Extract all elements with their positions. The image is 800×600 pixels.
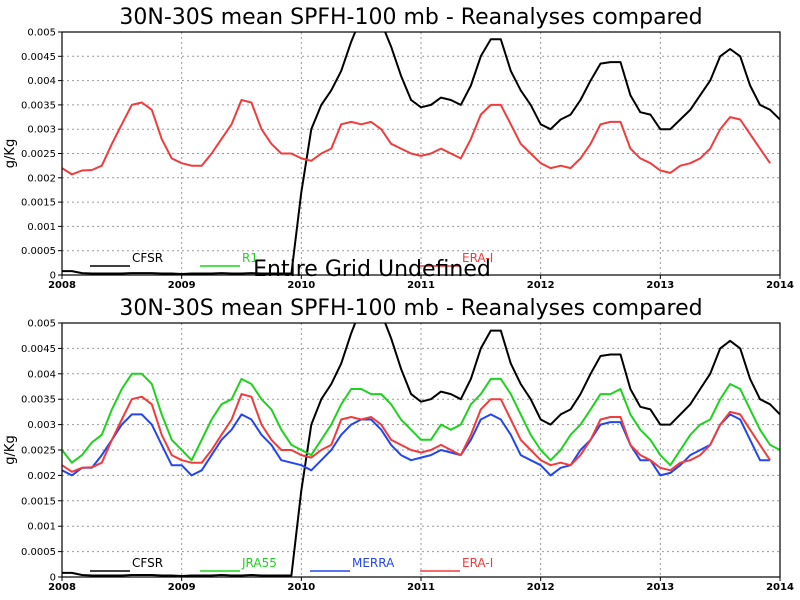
y-tick-label: 0.005	[27, 319, 56, 330]
y-tick-label: 0.0045	[21, 344, 56, 355]
chart-title: 30N-30S mean SPFH-100 mb - Reanalyses co…	[119, 5, 702, 30]
y-tick-label: 0.004	[27, 369, 56, 380]
chart-panel-bottom: 30N-30S mean SPFH-100 mb - Reanalyses co…	[3, 296, 794, 593]
legend-label: JRA55	[241, 556, 277, 570]
y-tick-label: 0.0005	[21, 246, 56, 257]
x-tick-label: 2014	[766, 582, 794, 593]
y-tick-label: 0.0025	[21, 446, 56, 457]
chart-panel-top: 30N-30S mean SPFH-100 mb - Reanalyses co…	[3, 5, 794, 291]
series-line-era-i	[62, 99, 771, 176]
legend-label: ERA-I	[462, 251, 493, 265]
y-tick-label: 0.001	[27, 522, 56, 533]
y-tick-label: 0.0035	[21, 100, 56, 111]
x-tick-label: 2010	[287, 280, 315, 291]
chart-title: 30N-30S mean SPFH-100 mb - Reanalyses co…	[119, 296, 702, 321]
x-tick-label: 2013	[646, 582, 674, 593]
x-tick-label: 2009	[168, 280, 196, 291]
y-tick-label: 0.0035	[21, 395, 56, 406]
series-line-cfsr	[62, 323, 780, 577]
y-axis-label: g/Kg	[3, 435, 18, 464]
y-tick-label: 0.002	[27, 173, 56, 184]
y-tick-label: 0.0005	[21, 547, 56, 558]
grid-undefined-message: Entire Grid Undefined	[253, 257, 491, 282]
y-tick-label: 0	[50, 573, 56, 584]
x-tick-label: 2011	[407, 280, 435, 291]
plot-frame	[61, 31, 781, 276]
legend-label: ERA-I	[462, 556, 493, 570]
x-tick-label: 2012	[527, 280, 555, 291]
legend-label: CFSR	[132, 251, 163, 265]
y-tick-label: 0	[50, 271, 56, 282]
x-tick-label: 2010	[287, 582, 315, 593]
y-tick-label: 0.0045	[21, 52, 56, 63]
y-tick-label: 0.003	[27, 125, 56, 136]
y-tick-label: 0.004	[27, 76, 56, 87]
y-tick-label: 0.002	[27, 471, 56, 482]
y-axis-label: g/Kg	[3, 139, 18, 168]
series-line-era-i	[62, 393, 771, 473]
series-line-merra	[62, 413, 771, 477]
plot-frame	[61, 322, 781, 578]
legend-label: R1	[242, 251, 258, 265]
y-tick-label: 0.0025	[21, 149, 56, 160]
y-tick-label: 0.005	[27, 28, 56, 39]
legend-label: MERRA	[352, 556, 395, 570]
x-tick-label: 2008	[48, 280, 76, 291]
x-tick-label: 2012	[527, 582, 555, 593]
y-tick-label: 0.0015	[21, 496, 56, 507]
y-tick-label: 0.003	[27, 420, 56, 431]
x-tick-label: 2011	[407, 582, 435, 593]
y-tick-label: 0.0015	[21, 198, 56, 209]
legend-label: CFSR	[132, 556, 163, 570]
x-tick-label: 2008	[48, 582, 76, 593]
series-line-jra55	[62, 372, 780, 467]
x-tick-label: 2013	[646, 280, 674, 291]
x-tick-label: 2014	[766, 280, 794, 291]
series-line-cfsr	[62, 32, 780, 275]
x-tick-label: 2009	[168, 582, 196, 593]
y-tick-label: 0.001	[27, 222, 56, 233]
